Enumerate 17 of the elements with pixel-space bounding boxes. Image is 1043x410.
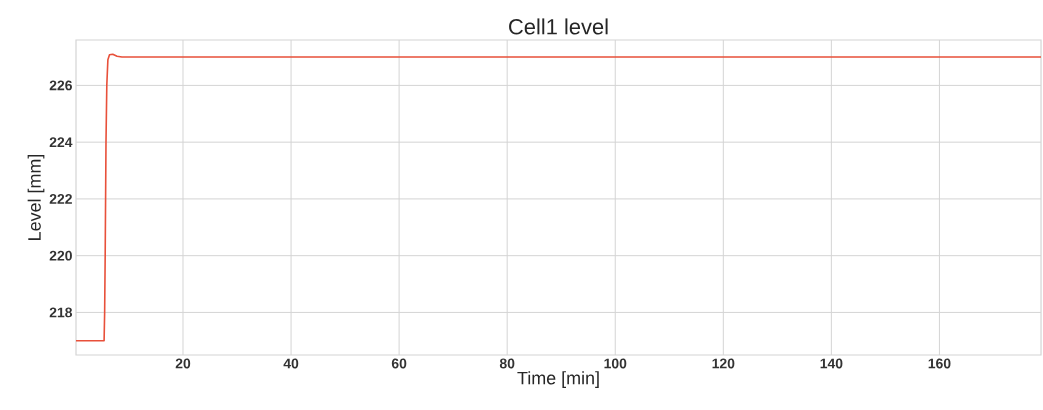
x-tick-label: 40 (283, 358, 299, 369)
x-tick-label: 160 (928, 358, 951, 369)
y-tick-label: 224 (49, 137, 73, 148)
x-tick-label: 120 (712, 358, 735, 369)
x-tick-label: 20 (175, 358, 191, 369)
chart-title: Cell1 level (509, 18, 608, 35)
x-tick-label: 60 (391, 358, 407, 369)
x-tick-label: 80 (499, 358, 515, 369)
x-tick-label: 100 (604, 358, 627, 369)
line-series (76, 53, 1042, 342)
x-axis-title: Time [min] (517, 371, 599, 388)
y-tick-label: 218 (49, 307, 73, 318)
y-tick-label: 222 (49, 194, 72, 204)
y-axis-title: Level [mm] (27, 154, 45, 240)
y-tick-label: 220 (49, 250, 72, 261)
y-tick-label: 226 (49, 80, 72, 91)
x-tick-label: 140 (820, 358, 843, 369)
